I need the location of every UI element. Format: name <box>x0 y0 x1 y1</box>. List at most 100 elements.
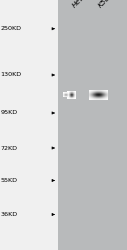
Bar <box>64 96 65 97</box>
Bar <box>66 95 67 96</box>
Bar <box>94 99 95 100</box>
Bar <box>99 95 100 96</box>
Bar <box>64 93 65 94</box>
Bar <box>91 91 92 92</box>
Bar <box>97 93 98 94</box>
Bar <box>90 97 91 98</box>
Bar <box>99 99 100 100</box>
Bar <box>70 93 71 94</box>
Bar <box>73 96 74 97</box>
Bar <box>64 94 65 95</box>
Bar <box>67 96 68 97</box>
Bar <box>72 92 73 93</box>
Bar <box>99 90 100 91</box>
Bar <box>89 98 90 99</box>
Bar <box>74 91 75 92</box>
Bar <box>75 91 76 92</box>
Bar <box>71 91 72 92</box>
Bar <box>94 95 95 96</box>
Bar <box>90 90 91 91</box>
Bar <box>67 91 68 92</box>
Bar <box>101 95 102 96</box>
Bar <box>65 95 66 96</box>
Bar <box>70 95 71 96</box>
Bar <box>65 92 66 93</box>
Bar <box>75 96 76 97</box>
Bar <box>102 96 103 97</box>
Bar <box>66 95 67 96</box>
Bar <box>64 96 65 97</box>
Bar <box>104 93 105 94</box>
Bar <box>70 95 71 96</box>
Bar <box>65 94 66 95</box>
Bar <box>66 92 67 93</box>
Bar <box>68 94 69 95</box>
Bar <box>67 94 68 95</box>
Bar <box>103 90 104 91</box>
Bar <box>75 97 76 98</box>
Bar <box>95 99 96 100</box>
Bar <box>68 93 69 94</box>
Bar <box>89 95 90 96</box>
Bar <box>64 93 65 94</box>
Bar <box>69 93 70 94</box>
Bar <box>64 96 65 97</box>
Bar <box>95 90 96 91</box>
Bar <box>72 96 73 97</box>
Bar <box>73 97 74 98</box>
Bar <box>73 97 74 98</box>
Bar <box>91 93 92 94</box>
Bar <box>97 98 98 99</box>
Bar <box>94 94 95 95</box>
Bar <box>72 93 73 94</box>
Bar <box>64 92 65 93</box>
Bar <box>68 98 69 99</box>
Bar <box>74 93 75 94</box>
Bar <box>90 95 91 96</box>
Bar <box>74 93 75 94</box>
Bar <box>106 98 107 99</box>
Bar <box>98 96 99 97</box>
Bar <box>67 96 68 97</box>
Bar <box>98 92 99 93</box>
Bar <box>94 99 95 100</box>
Bar <box>92 99 93 100</box>
Bar <box>90 92 91 93</box>
Text: 72KD: 72KD <box>1 146 18 150</box>
Bar <box>92 90 93 91</box>
Bar <box>101 98 102 99</box>
Bar <box>66 93 67 94</box>
Bar <box>67 95 68 96</box>
Bar <box>101 98 102 99</box>
Bar <box>67 96 68 97</box>
Bar <box>64 94 65 95</box>
Bar <box>73 92 74 93</box>
Bar <box>101 93 102 94</box>
Bar <box>90 95 91 96</box>
Bar <box>92 98 93 99</box>
Bar <box>97 90 98 91</box>
Bar <box>68 93 69 94</box>
Bar <box>91 98 92 99</box>
Bar <box>68 93 69 94</box>
Bar <box>65 94 66 95</box>
Bar <box>89 94 90 95</box>
Bar <box>98 98 99 99</box>
Bar <box>99 95 100 96</box>
Bar <box>104 98 105 99</box>
Bar <box>65 93 66 94</box>
Bar <box>97 92 98 93</box>
Bar <box>100 91 101 92</box>
Bar <box>71 96 72 97</box>
Bar <box>69 95 70 96</box>
Bar <box>74 94 75 95</box>
Bar <box>69 94 70 95</box>
Bar <box>89 90 90 91</box>
Bar <box>65 95 66 96</box>
Bar <box>71 94 72 95</box>
Bar <box>73 94 74 95</box>
Bar <box>69 92 70 93</box>
Bar <box>97 94 98 95</box>
Bar <box>92 97 93 98</box>
Bar <box>93 97 94 98</box>
